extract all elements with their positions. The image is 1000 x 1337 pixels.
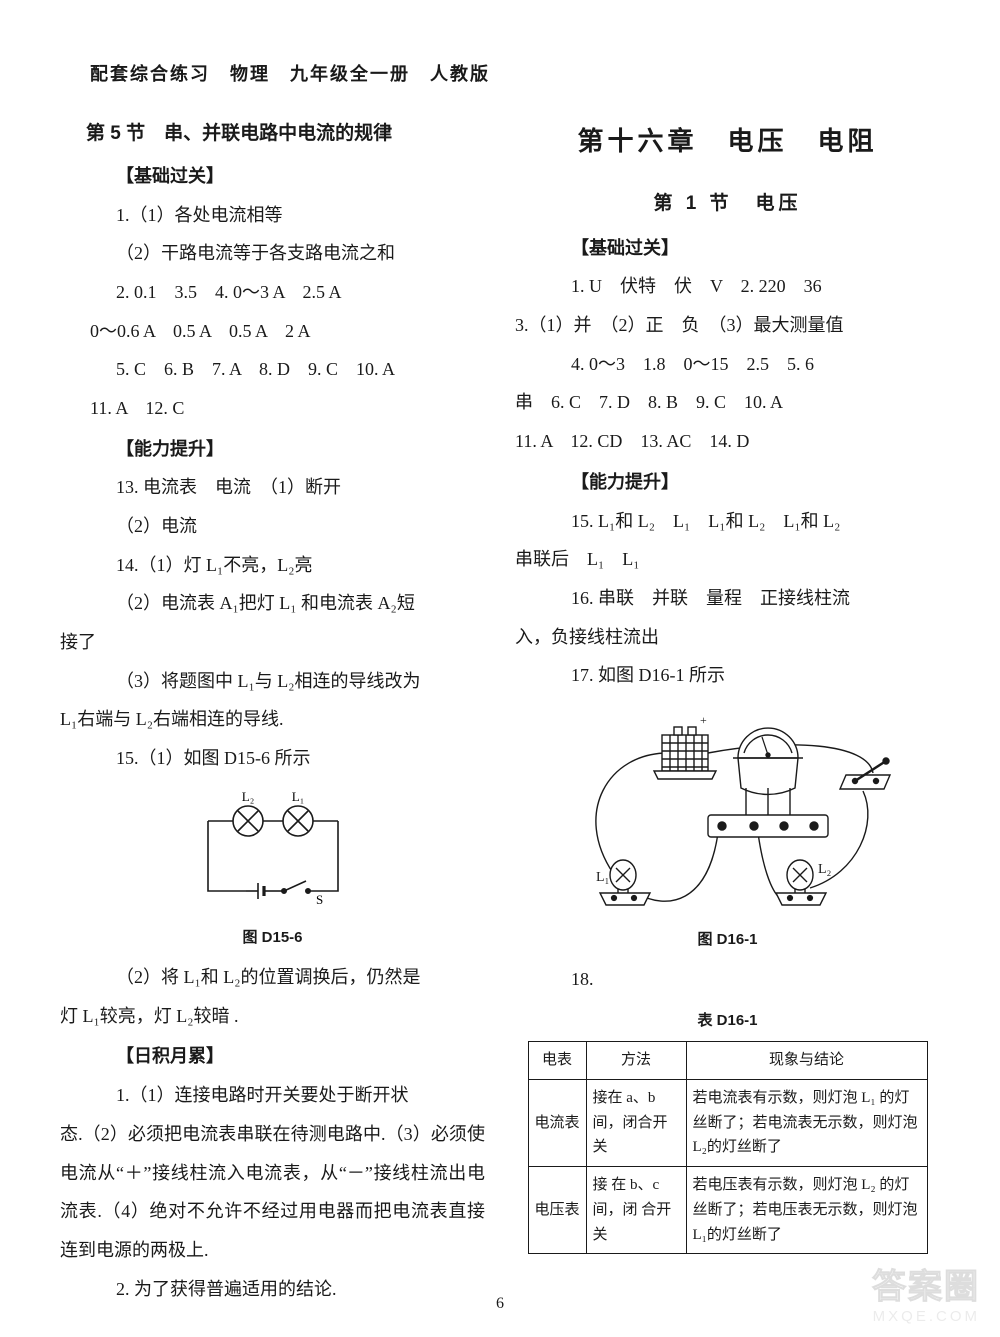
table-row: 电压表 接 在 b、c 间，闭 合开关 若电压表有示数，则灯泡 L₂ 的灯丝断了… — [528, 1167, 927, 1254]
text-line: （2）电流 — [116, 507, 485, 546]
text-line: 18. — [571, 960, 940, 999]
text-line: （2）将 L₁和 L₂的位置调换后，仍然是 — [60, 958, 485, 997]
text-line: 16. 串联 并联 量程 正接线柱流 — [515, 579, 940, 618]
text-line: 11. A 12. CD 13. AC 14. D — [515, 422, 940, 461]
text-line: 灯 L₁较亮，灯 L₂较暗 . — [60, 997, 485, 1036]
text-line: 串联后 L₁ L₁ — [515, 540, 940, 579]
text-line: 1. U 伏特 伏 V 2. 220 36 — [571, 267, 940, 306]
text-line: 2. 0.1 3.5 4. 0～3 A 2.5 A — [116, 273, 485, 312]
tag-accum: 【日积月累】 — [116, 1037, 485, 1076]
table-header: 电表 — [528, 1042, 586, 1080]
left-column: 第 5 节 串、并联电路中电流的规律 【基础过关】 1.（1）各处电流相等 （2… — [60, 110, 485, 1308]
table-row: 电表 方法 现象与结论 — [528, 1042, 927, 1080]
watermark-text: 答案圈 — [872, 1259, 980, 1308]
page: 配套综合练习 物理 九年级全一册 人教版 第 5 节 串、并联电路中电流的规律 … — [0, 0, 1000, 1337]
text-line: 1.（1）各处电流相等 — [116, 196, 485, 235]
text-line: 0～0.6 A 0.5 A 0.5 A 2 A — [90, 312, 485, 351]
text-block: 态.（2）必须把电流表串联在待测电路中.（3）必须使电流从“＋”接线柱流入电流表… — [60, 1115, 485, 1270]
tag-basic: 【基础过关】 — [116, 157, 485, 196]
text-line: 15. L₁和 L₂ L₁ L₁和 L₂ L₁和 L₂ — [571, 502, 940, 541]
page-header: 配套综合练习 物理 九年级全一册 人教版 — [90, 60, 940, 86]
table-cell: 电流表 — [528, 1079, 586, 1166]
text-line: 13. 电流表 电流 （1）断开 — [116, 468, 485, 507]
figure-d16-1: + — [515, 703, 940, 956]
watermark-url: MXQE.COM — [872, 1308, 980, 1325]
circuit-diagram-icon: L₂ L₁ S — [178, 786, 368, 916]
chapter-title: 第十六章 电压 电阻 — [515, 110, 940, 170]
table-caption: 表 D16-1 — [515, 1005, 940, 1037]
svg-text:L₂: L₂ — [818, 862, 832, 877]
text-line: 15.（1）如图 D15-6 所示 — [116, 739, 485, 778]
table-header: 方法 — [586, 1042, 686, 1080]
table-header: 现象与结论 — [686, 1042, 927, 1080]
text-line: 17. 如图 D16-1 所示 — [571, 656, 940, 695]
svg-text:L₁: L₁ — [291, 789, 303, 804]
text-line: 5. C 6. B 7. A 8. D 9. C 10. A — [116, 350, 485, 389]
text-line: （3）将题图中 L₁与 L₂相连的导线改为 — [60, 662, 485, 701]
svg-text:L₁: L₁ — [596, 870, 609, 885]
section-title: 第 5 节 串、并联电路中电流的规律 — [86, 114, 485, 155]
svg-text:+: + — [700, 713, 707, 727]
circuit-apparatus-icon: + — [558, 703, 898, 918]
figure-caption: 图 D15-6 — [60, 922, 485, 954]
figure-d15-6: L₂ L₁ S 图 D15-6 — [60, 786, 485, 954]
text-line: 14.（1）灯 L₁不亮，L₂亮 — [116, 546, 485, 585]
text-line: （2）电流表 A₁把灯 L₁ 和电流表 A₂短 — [116, 584, 485, 623]
text-line: （2）干路电流等于各支路电流之和 — [116, 234, 485, 273]
svg-text:L₂: L₂ — [241, 789, 253, 804]
table-cell: 若电流表有示数，则灯泡 L₁ 的灯丝断了；若电流表无示数，则灯泡 L₂的灯丝断了 — [686, 1079, 927, 1166]
tag-skill: 【能力提升】 — [116, 430, 485, 469]
figure-caption: 图 D16-1 — [515, 924, 940, 956]
text-line: 1.（1）连接电路时开关要处于断开状 — [60, 1076, 485, 1115]
watermark: 答案圈 MXQE.COM — [872, 1259, 980, 1325]
table-cell: 电压表 — [528, 1167, 586, 1254]
svg-text:S: S — [316, 892, 323, 907]
table-cell: 接 在 b、c 间，闭 合开关 — [586, 1167, 686, 1254]
text-line: L₁右端与 L₂右端相连的导线. — [60, 700, 485, 739]
table-d16-1: 电表 方法 现象与结论 电流表 接在 a、b 间，闭合开关 若电流表有示数，则灯… — [528, 1041, 928, 1254]
text-line: 3.（1）并 （2）正 负 （3）最大测量值 — [515, 306, 940, 345]
text-line: 接了 — [60, 623, 485, 662]
sub-title: 第 1 节 电压 — [515, 184, 940, 225]
right-column: 第十六章 电压 电阻 第 1 节 电压 【基础过关】 1. U 伏特 伏 V 2… — [515, 110, 940, 1308]
table-cell: 若电压表有示数，则灯泡 L₂ 的灯丝断了；若电压表无示数，则灯泡 L₁的灯丝断了 — [686, 1167, 927, 1254]
text-line: 11. A 12. C — [90, 389, 485, 428]
table-cell: 接在 a、b 间，闭合开关 — [586, 1079, 686, 1166]
table-row: 电流表 接在 a、b 间，闭合开关 若电流表有示数，则灯泡 L₁ 的灯丝断了；若… — [528, 1079, 927, 1166]
columns: 第 5 节 串、并联电路中电流的规律 【基础过关】 1.（1）各处电流相等 （2… — [60, 110, 940, 1308]
text-line: 4. 0～3 1.8 0～15 2.5 5. 6 — [571, 345, 940, 384]
tag-basic: 【基础过关】 — [571, 229, 940, 268]
page-number: 6 — [0, 1295, 1000, 1313]
text-line: 串 6. C 7. D 8. B 9. C 10. A — [515, 383, 940, 422]
text-line: 入，负接线柱流出 — [515, 618, 940, 657]
tag-skill: 【能力提升】 — [571, 463, 940, 502]
